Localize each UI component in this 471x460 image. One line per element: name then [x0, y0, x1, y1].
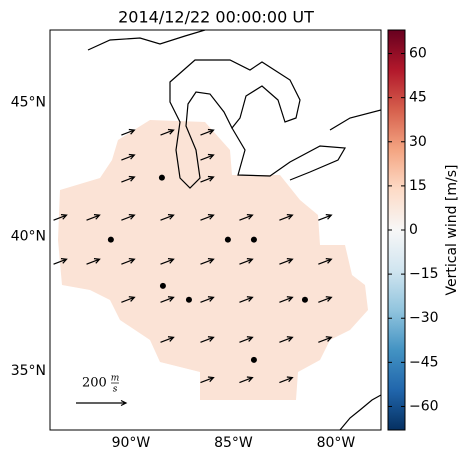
colorbar-tick-label: 30 [409, 134, 427, 150]
lon-label: 90°W [112, 435, 151, 451]
map-layer [58, 30, 381, 430]
station [250, 236, 257, 243]
wind-vector [200, 214, 215, 221]
wind-vector [53, 214, 68, 221]
wind-vector [200, 336, 215, 343]
wind-vector [318, 336, 333, 343]
coastline [87, 30, 206, 51]
wind-vector [86, 214, 101, 221]
station [185, 296, 192, 303]
station [301, 296, 308, 303]
wind-vector [121, 258, 136, 265]
colorbar-tick-label: 0 [409, 222, 418, 238]
map-frame [49, 29, 382, 431]
wind-vector [200, 153, 215, 161]
wind-vector [318, 214, 333, 221]
wind-vector [239, 214, 254, 221]
lat-label: 35°N [11, 363, 46, 379]
lat-label: 40°N [11, 229, 46, 245]
wind-vector [121, 175, 136, 183]
wind-vector [318, 296, 333, 303]
wind-vector [239, 258, 254, 265]
wind-vector [160, 214, 175, 221]
coastline [339, 394, 381, 430]
lon-label: 85°W [214, 435, 253, 451]
colorbar-tick-label: −60 [409, 398, 439, 414]
wind-vector [239, 336, 254, 343]
wind-vector [200, 128, 215, 136]
wind-vector [121, 153, 136, 161]
wind-vector [200, 258, 215, 265]
wind-vector [279, 258, 294, 265]
wind-vector [200, 376, 215, 384]
colorbar-label: Vertical wind [m/s] [444, 165, 460, 296]
wind-vector [160, 336, 175, 343]
wind-vector [279, 336, 294, 343]
wind-vector [239, 296, 254, 303]
station [224, 236, 231, 243]
colorbar-tick-label: −15 [409, 266, 439, 282]
colorbar-tick-label: 45 [409, 90, 427, 106]
wind-vector [160, 128, 175, 136]
scale-arrow [76, 399, 128, 407]
scale-unit: m [111, 374, 120, 384]
station [250, 356, 257, 363]
colorbar-tick-label: −45 [409, 354, 439, 370]
wind-vector [239, 376, 254, 384]
colorbar-tick-label: 15 [409, 178, 427, 194]
wind-vector [121, 214, 136, 221]
wind-vector [279, 376, 294, 384]
lat-label: 45°N [11, 94, 46, 110]
lon-label: 80°W [317, 435, 356, 451]
wind-vector [279, 296, 294, 303]
wind-vector [318, 258, 333, 265]
wind-vector [160, 296, 175, 303]
scale-unit: s [113, 385, 118, 395]
wind-vector [121, 128, 136, 136]
wind-vector [86, 258, 101, 265]
wind-vector [121, 296, 136, 303]
wind-vector [200, 175, 215, 183]
wind-vector [200, 296, 215, 303]
scale-label: 200 [82, 376, 107, 391]
colorbar-tick-label: −30 [409, 310, 439, 326]
coastline [329, 109, 381, 131]
colorbar-tick-label: 60 [409, 46, 427, 62]
wind-vector [160, 258, 175, 265]
station [159, 282, 166, 289]
coastline [231, 127, 346, 181]
wind-vector [53, 258, 68, 265]
station [158, 174, 165, 181]
title: 2014/12/22 00:00:00 UT [118, 8, 314, 27]
wind-vector [279, 214, 294, 221]
station [107, 236, 114, 243]
